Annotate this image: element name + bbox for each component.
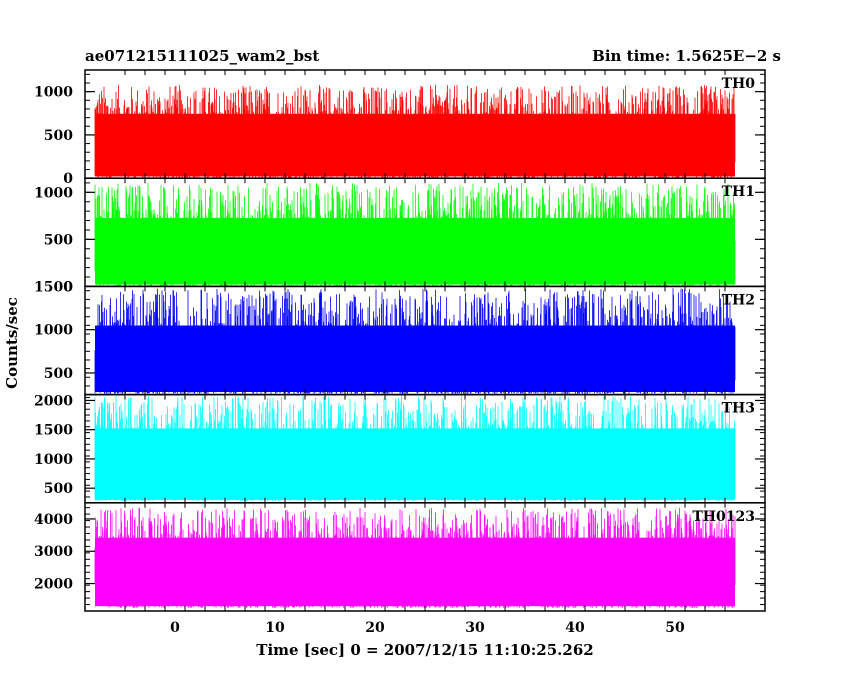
y-tick-label: 1000 [34,452,73,468]
panel-th3: 500 1000 1500 2000 TH3 [34,393,766,504]
panel-th0: 0 500 1000 TH0 [34,69,766,187]
panel-name-label: TH1 [722,184,755,200]
y-tick-label: 500 [44,128,73,144]
y-tick-label: 4000 [34,512,73,528]
y-axis-label: Counts/sec [3,297,21,389]
panel-th2: 500 1000 1500 TH2 [34,279,766,396]
panel-name-label: TH2 [722,292,755,308]
x-tick-label: 30 [465,620,485,636]
y-tick-label: 1000 [34,323,73,339]
y-tick-label: 500 [44,366,73,382]
y-tick-label: 2000 [34,577,73,593]
y-tick-label: 500 [44,481,73,497]
chart-title-right: Bin time: 1.5625E−2 s [592,47,781,65]
y-tick-label: 0 [63,279,73,295]
y-tick-label: 1000 [34,85,73,101]
series-trace-th2 [94,288,736,394]
y-tick-label: 3000 [34,544,73,560]
x-tick-label: 40 [565,620,585,636]
series-trace-th0123 [94,507,736,608]
panel-th1: 0 500 1000 TH1 [34,177,766,295]
series-trace-th3 [94,395,736,501]
y-tick-label: 1000 [34,185,73,201]
panel-th0123: 2000 3000 4000 TH0123 [34,502,766,612]
y-tick-label: 1500 [34,279,73,295]
chart-title-left: ae071215111025_wam2_bst [85,47,319,65]
y-tick-label: 2000 [34,393,73,409]
x-tick-label: 20 [365,620,385,636]
y-tick-label: 500 [44,232,73,248]
panel-name-label: TH0 [722,76,756,92]
x-tick-label: 0 [170,620,180,636]
panel-name-label: TH0123 [692,509,755,525]
y-tick-label: 0 [63,171,73,187]
series-trace-th1 [94,182,736,287]
series-trace-th0 [94,84,736,179]
x-tick-label: 50 [665,620,685,636]
x-tick-label: 10 [265,620,285,636]
x-axis-label: Time [sec] 0 = 2007/12/15 11:10:25.262 [256,641,593,659]
y-tick-label: 1500 [34,423,73,439]
panel-name-label: TH3 [722,401,755,417]
